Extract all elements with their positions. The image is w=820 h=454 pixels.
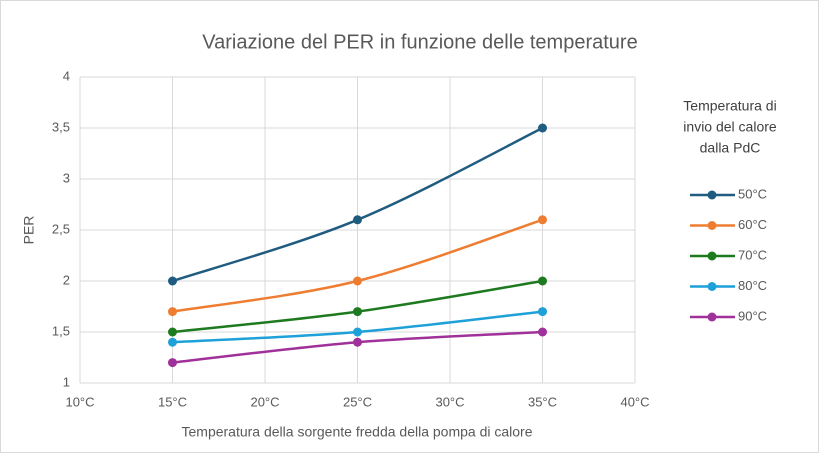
legend-title: invio del calore <box>683 119 777 135</box>
data-point <box>168 358 177 368</box>
data-point <box>168 327 177 337</box>
data-point <box>353 337 362 347</box>
data-point <box>538 276 547 286</box>
y-tick-label: 3 <box>63 170 70 185</box>
x-tick-label: 40°C <box>620 394 649 409</box>
data-point <box>353 327 362 337</box>
chart-title: Variazione del PER in funzione delle tem… <box>202 31 637 53</box>
x-tick-label: 20°C <box>250 394 279 409</box>
x-tick-label: 15°C <box>158 394 187 409</box>
legend-marker <box>707 251 717 261</box>
data-point <box>538 327 547 337</box>
y-tick-label: 2 <box>63 272 70 287</box>
x-tick-label: 30°C <box>435 394 464 409</box>
y-tick-label: 4 <box>63 68 70 83</box>
data-point <box>538 123 547 133</box>
legend-label: 80°C <box>738 278 767 293</box>
legend-marker <box>707 312 717 322</box>
legend-label: 50°C <box>738 186 767 201</box>
data-point <box>353 307 362 317</box>
legend-label: 60°C <box>738 217 767 232</box>
legend-title: Temperatura di <box>683 98 776 114</box>
y-tick-label: 1,5 <box>52 323 70 338</box>
data-point <box>168 276 177 286</box>
legend-label: 70°C <box>738 247 767 262</box>
x-tick-label: 10°C <box>65 394 94 409</box>
legend-label: 90°C <box>738 308 767 323</box>
data-point <box>168 337 177 347</box>
legend-marker <box>707 190 717 200</box>
y-tick-label: 1 <box>63 374 70 389</box>
legend-marker <box>707 221 717 230</box>
y-axis-label: PER <box>21 216 37 245</box>
data-point <box>538 307 547 317</box>
x-tick-label: 25°C <box>343 394 372 409</box>
y-tick-label: 3,5 <box>52 119 70 134</box>
x-axis-label: Temperatura della sorgente fredda della … <box>182 424 533 440</box>
data-point <box>353 276 362 286</box>
data-point <box>168 307 177 317</box>
legend-marker <box>707 282 717 291</box>
data-point <box>538 215 547 225</box>
y-tick-label: 2,5 <box>52 221 70 236</box>
data-point <box>353 215 362 225</box>
legend-title: dalla PdC <box>700 140 761 156</box>
x-tick-label: 35°C <box>528 394 557 409</box>
